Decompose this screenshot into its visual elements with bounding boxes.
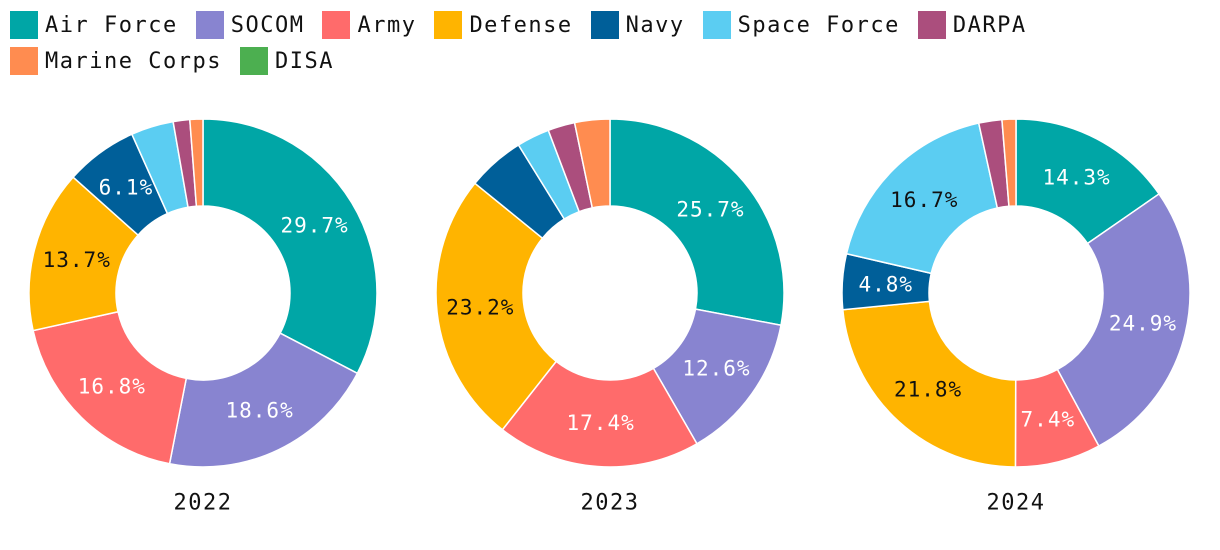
- slice-label: 4.8%: [858, 272, 913, 296]
- legend-label: Army: [357, 12, 417, 38]
- slice-label: 24.9%: [1109, 311, 1177, 335]
- legend-item: Navy: [590, 10, 685, 40]
- chart-title: 2024: [987, 491, 1046, 516]
- slice-label: 14.3%: [1042, 165, 1110, 189]
- slice-marine-corps: [573, 118, 611, 209]
- slice-air-force: [609, 118, 785, 327]
- slice-socom: [168, 332, 359, 468]
- slice-socom: [1056, 192, 1191, 448]
- slice-label: 21.8%: [894, 377, 962, 401]
- slice-label: 23.2%: [446, 295, 514, 319]
- slice-army: [501, 360, 698, 468]
- slice-air-force: [1015, 118, 1161, 245]
- legend-swatch: [590, 11, 619, 39]
- legend-label: Navy: [625, 12, 685, 38]
- legend-swatch: [322, 11, 351, 39]
- slice-marine-corps: [1001, 118, 1017, 208]
- legend-item: Marine Corps: [10, 46, 222, 76]
- legend-label: Space Force: [737, 12, 900, 38]
- slice-label: 16.8%: [78, 374, 146, 398]
- legend-label: DARPA: [952, 12, 1027, 38]
- legend-swatch: [195, 11, 224, 39]
- slice-defense: [435, 182, 558, 431]
- legend-item: SOCOM: [195, 10, 305, 40]
- donut-chart-2023: 25.7% 12.6% 17.4% 23.2% 2023: [435, 118, 785, 516]
- legend-swatch: [434, 11, 463, 39]
- legend-item: Defense: [434, 10, 572, 40]
- chart-title: 2023: [581, 491, 640, 516]
- legend-swatch: [702, 11, 731, 39]
- legend-label: Defense: [469, 12, 573, 38]
- legend-item: Space Force: [702, 10, 900, 40]
- legend-swatch: [10, 47, 38, 75]
- legend-item: Air Force: [10, 10, 178, 40]
- donut-chart-2024: 14.3% 24.9% 7.4% 21.8% 4.8% 16.7% 2024: [841, 118, 1191, 516]
- legend-item: DISA: [239, 46, 334, 76]
- legend-swatch: [10, 11, 38, 39]
- legend-label: Marine Corps: [45, 48, 222, 74]
- slice-label: 29.7%: [280, 213, 348, 237]
- slice-label: 18.6%: [226, 399, 294, 423]
- legend-swatch: [917, 11, 946, 39]
- chart-legend: Air Force SOCOM Army Defense Navy Space Force…: [10, 10, 1210, 76]
- legend-label: SOCOM: [230, 12, 305, 38]
- slice-label: 13.7%: [43, 248, 111, 272]
- slice-defense: [841, 300, 1017, 468]
- slice-marine-corps: [188, 118, 204, 208]
- slice-air-force: [202, 118, 378, 375]
- slice-label: 25.7%: [676, 198, 744, 222]
- slice-label: 7.4%: [1021, 408, 1076, 432]
- legend-label: DISA: [274, 48, 334, 74]
- slice-space-force: [845, 122, 999, 275]
- legend-item: Army: [322, 10, 416, 40]
- slice-label: 16.7%: [890, 188, 958, 212]
- slice-label: 12.6%: [682, 357, 750, 381]
- slice-label: 6.1%: [99, 176, 154, 200]
- slice-label: 17.4%: [567, 411, 635, 435]
- legend-label: Air Force: [45, 12, 178, 38]
- donut-chart-2022: 29.7% 18.6% 16.8% 13.7% 6.1% 2022: [28, 118, 378, 516]
- slice-army: [32, 310, 188, 465]
- legend-item: DARPA: [917, 10, 1027, 40]
- legend-swatch: [239, 47, 268, 75]
- chart-title: 2022: [174, 491, 233, 516]
